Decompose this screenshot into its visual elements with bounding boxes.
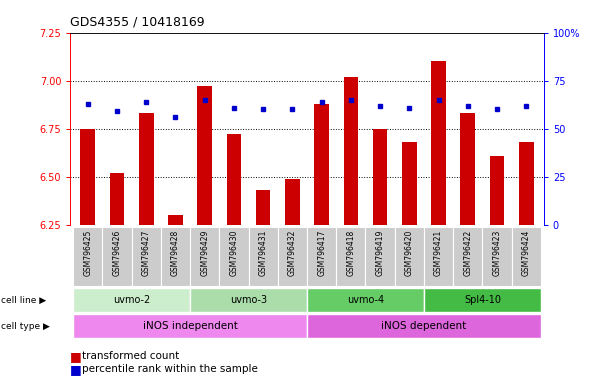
Text: uvmo-4: uvmo-4 (347, 295, 384, 305)
Bar (373, 129, 387, 225)
Text: GSM796429: GSM796429 (200, 230, 209, 276)
Text: GDS4355 / 10418169: GDS4355 / 10418169 (70, 16, 205, 29)
Bar (336, 227, 365, 286)
Text: uvmo-3: uvmo-3 (230, 295, 267, 305)
Bar (73, 227, 103, 286)
Bar (424, 227, 453, 286)
Bar (103, 227, 131, 286)
Bar (402, 142, 417, 225)
Bar (249, 227, 278, 286)
Text: GSM796419: GSM796419 (376, 230, 384, 276)
Bar (307, 314, 541, 338)
Bar (343, 77, 358, 225)
Text: GSM796420: GSM796420 (405, 230, 414, 276)
Bar (461, 113, 475, 225)
Bar (278, 227, 307, 286)
Bar (453, 227, 483, 286)
Bar (511, 227, 541, 286)
Bar (110, 173, 125, 225)
Bar (131, 227, 161, 286)
Text: ■: ■ (70, 350, 82, 363)
Text: iNOS dependent: iNOS dependent (381, 321, 467, 331)
Text: percentile rank within the sample: percentile rank within the sample (82, 364, 258, 374)
Text: transformed count: transformed count (82, 351, 180, 361)
Bar (73, 314, 307, 338)
Text: GSM796427: GSM796427 (142, 230, 151, 276)
Bar (483, 227, 511, 286)
Text: uvmo-2: uvmo-2 (113, 295, 150, 305)
Bar (285, 179, 300, 225)
Text: cell line ▶: cell line ▶ (1, 295, 46, 305)
Bar (365, 227, 395, 286)
Text: GSM796430: GSM796430 (230, 230, 238, 276)
Text: cell type ▶: cell type ▶ (1, 321, 50, 331)
Text: GSM796425: GSM796425 (83, 230, 92, 276)
Bar (139, 113, 153, 225)
Text: GSM796422: GSM796422 (463, 230, 472, 276)
Bar (161, 227, 190, 286)
Text: GSM796432: GSM796432 (288, 230, 297, 276)
Bar (197, 86, 212, 225)
Text: GSM796423: GSM796423 (492, 230, 502, 276)
Bar (227, 134, 241, 225)
Bar (314, 104, 329, 225)
Bar (219, 227, 249, 286)
Text: GSM796421: GSM796421 (434, 230, 443, 276)
Text: iNOS independent: iNOS independent (143, 321, 238, 331)
Text: GSM796426: GSM796426 (112, 230, 122, 276)
Bar (519, 142, 533, 225)
Text: ■: ■ (70, 363, 82, 376)
Bar (431, 61, 446, 225)
Text: GSM796428: GSM796428 (171, 230, 180, 276)
Text: GSM796424: GSM796424 (522, 230, 531, 276)
Bar (307, 227, 336, 286)
Bar (190, 288, 307, 312)
Text: GSM796418: GSM796418 (346, 230, 356, 276)
Bar (256, 190, 271, 225)
Text: Spl4-10: Spl4-10 (464, 295, 501, 305)
Text: GSM796431: GSM796431 (258, 230, 268, 276)
Bar (168, 215, 183, 225)
Bar (489, 156, 504, 225)
Bar (307, 288, 424, 312)
Bar (395, 227, 424, 286)
Text: GSM796417: GSM796417 (317, 230, 326, 276)
Bar (81, 129, 95, 225)
Bar (73, 288, 190, 312)
Bar (190, 227, 219, 286)
Bar (424, 288, 541, 312)
